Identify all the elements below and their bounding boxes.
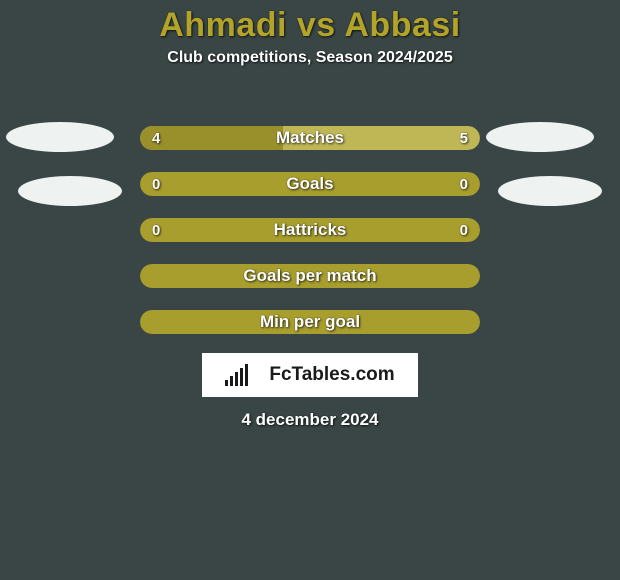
- page-title: Ahmadi vs Abbasi: [0, 0, 620, 45]
- stat-label: Goals: [140, 172, 480, 196]
- stat-rows: Matches45Goals00Hattricks00Goals per mat…: [140, 126, 480, 356]
- stat-value-right: 0: [460, 218, 468, 242]
- subtitle: Club competitions, Season 2024/2025: [0, 49, 620, 67]
- stat-label: Min per goal: [140, 310, 480, 334]
- brand-badge: FcTables.com: [202, 353, 418, 397]
- stat-row: Goals0 0: [140, 172, 480, 196]
- stat-value-left: 4: [152, 126, 160, 150]
- stat-row: Matches4 5: [140, 126, 480, 150]
- brand-logo-icon: [225, 364, 263, 386]
- stat-row: Hattricks0 0: [140, 218, 480, 242]
- left-ellipse-2: [18, 176, 122, 206]
- stat-value-right: 5: [460, 126, 468, 150]
- stat-value-left: 0: [152, 218, 160, 242]
- stat-row: Min per goal: [140, 310, 480, 334]
- stat-label: Hattricks: [140, 218, 480, 242]
- stat-row: Goals per match: [140, 264, 480, 288]
- right-ellipse-1: [486, 122, 594, 152]
- brand-text: FcTables.com: [269, 364, 394, 386]
- date-text: 4 december 2024: [0, 410, 620, 430]
- stat-value-right: 0: [460, 172, 468, 196]
- stat-label: Goals per match: [140, 264, 480, 288]
- left-ellipse-1: [6, 122, 114, 152]
- stat-label: Matches: [140, 126, 480, 150]
- right-ellipse-2: [498, 176, 602, 206]
- stat-value-left: 0: [152, 172, 160, 196]
